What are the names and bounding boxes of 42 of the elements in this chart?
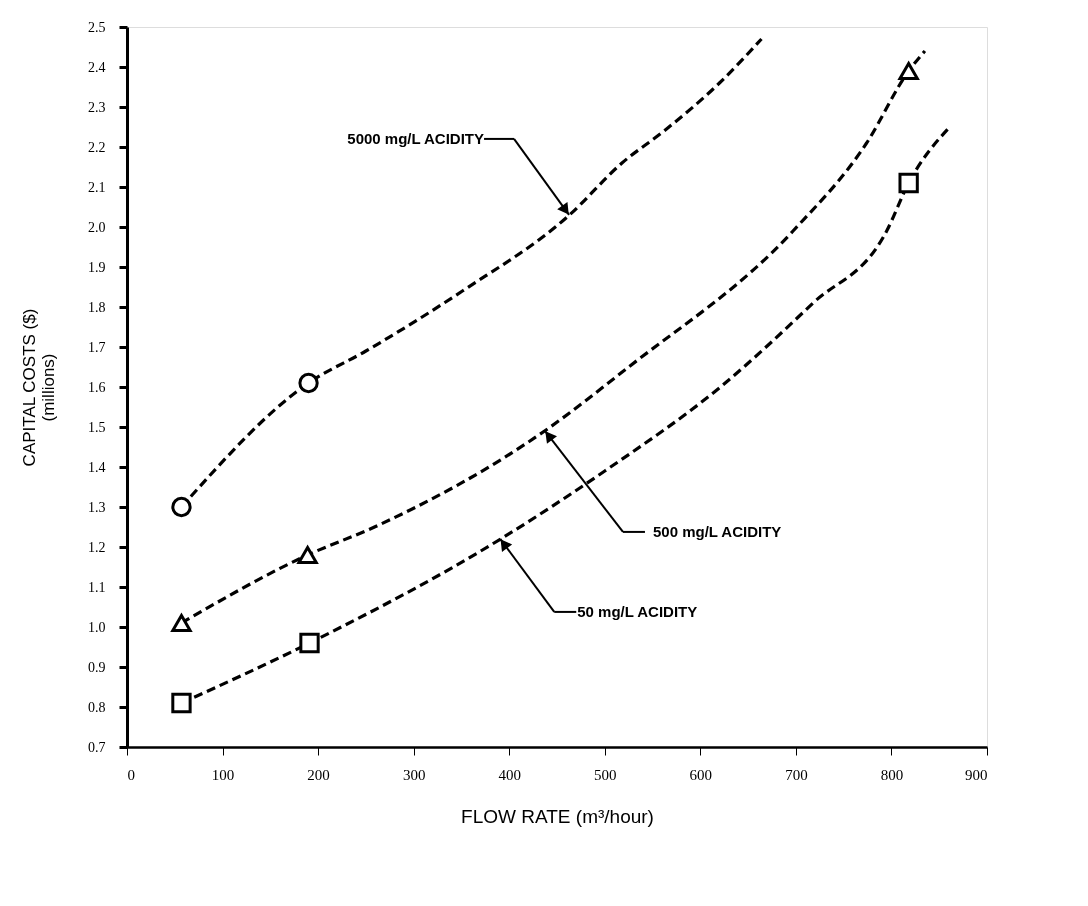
y-tick-label: 1.5 (88, 419, 106, 435)
y-tick-label: 2.2 (88, 139, 106, 155)
y-tick-label: 1.2 (88, 539, 106, 555)
point (298, 372, 319, 394)
y-tick-label: 1.1 (88, 579, 106, 595)
annotation: 5000 mg/L ACIDITY (347, 129, 485, 147)
x-tick-label: 300 (402, 766, 426, 783)
y-tick-label: 1.7 (88, 339, 106, 355)
y-tick-label: 2.0 (88, 219, 106, 235)
y-tick-label: 2.5 (88, 19, 106, 35)
y-tick-label: 1.4 (88, 459, 106, 475)
point (171, 496, 192, 518)
x-tick-label: 900 (965, 766, 988, 783)
x-tick-label: 700 (785, 766, 808, 783)
x-tick-label: 400 (498, 766, 521, 783)
x-tick-label: 600 (689, 766, 713, 783)
y-tick-label: 1.8 (88, 299, 106, 315)
y-tick-label: 1.9 (88, 259, 106, 275)
point (171, 692, 192, 714)
annotation: 500 mg/L ACIDITY (652, 522, 782, 540)
y-tick-label: 2.1 (88, 179, 106, 195)
y-tick-label: 1.3 (88, 499, 106, 515)
y-tick-label: 2.4 (88, 59, 106, 75)
y-tick-label: 2.3 (88, 99, 106, 115)
x-tick-label: 800 (880, 766, 904, 783)
y-tick-label: 1.6 (88, 379, 106, 395)
point (297, 546, 318, 564)
point (171, 614, 192, 632)
y-tick-label: 0.9 (88, 659, 106, 675)
point (898, 62, 919, 80)
x-axis-title: FLOW RATE (m³/hour) (461, 805, 654, 827)
y-axis-title: CAPITAL COSTS ($) (millions) (20, 308, 58, 467)
annotation: 50 mg/L ACIDITY (577, 602, 698, 620)
x-tick-label: 500 (594, 766, 617, 783)
point (299, 632, 320, 654)
y-tick-label: 0.8 (88, 699, 106, 715)
x-tick-label: 0 (127, 766, 135, 783)
point (898, 172, 919, 194)
y-tick-label: 1.0 (88, 619, 106, 635)
x-tick-label: 200 (307, 766, 330, 783)
y-tick-label: 0.7 (88, 739, 106, 755)
x-tick-label: 100 (211, 766, 235, 783)
